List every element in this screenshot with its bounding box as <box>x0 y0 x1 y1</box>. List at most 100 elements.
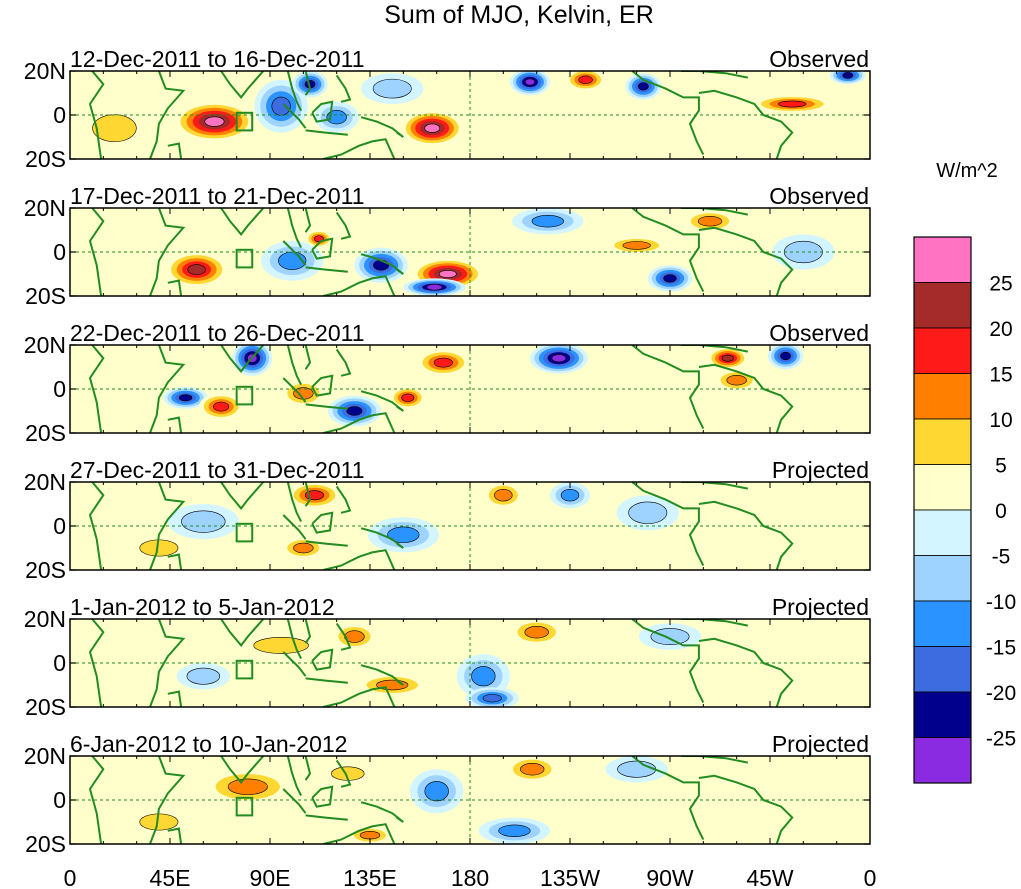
coastline <box>681 345 748 353</box>
coastline <box>220 208 265 236</box>
anomaly-contour <box>424 123 441 133</box>
coastline <box>698 500 794 570</box>
colorbar-swatch <box>913 737 972 784</box>
y-tick-label: 20S <box>25 146 66 172</box>
coastline <box>335 211 352 240</box>
anomaly-contour <box>187 264 206 275</box>
coastline <box>149 71 186 159</box>
anomaly-contour <box>551 354 567 363</box>
y-tick-label: 20N <box>24 332 66 358</box>
y-tick-label: 20N <box>24 606 66 632</box>
coastline <box>220 345 265 373</box>
coastline <box>286 208 302 249</box>
y-tick-label: 0 <box>53 650 66 676</box>
anomaly-contour <box>524 626 549 639</box>
coastline <box>304 208 312 233</box>
anomaly-contour <box>426 283 443 291</box>
coastline <box>282 377 307 403</box>
panel-field <box>70 345 870 433</box>
coastline <box>360 664 404 686</box>
coastline <box>631 482 705 567</box>
y-tick-label: 0 <box>53 513 66 539</box>
colorbar-label: -20 <box>986 682 1016 705</box>
panel-date-range: 27-Dec-2011 to 31-Dec-2011 <box>70 457 365 483</box>
reference-box <box>235 659 254 680</box>
coastline <box>305 677 348 684</box>
coastline <box>335 348 352 377</box>
coastline <box>305 814 348 821</box>
colorbar-swatch <box>913 509 972 556</box>
anomaly-contour <box>387 526 420 543</box>
coastline <box>360 390 404 412</box>
coastline <box>311 785 334 808</box>
coastline <box>305 129 348 136</box>
coastline <box>323 275 396 296</box>
panel-status: Projected <box>772 594 869 620</box>
anomaly-contour <box>697 216 723 227</box>
reference-box <box>235 385 254 406</box>
x-tick-label: 90W <box>646 865 694 889</box>
map-panel: 20N 0 20S 6-Jan-2012 to 10-Jan-2012 Projecte… <box>24 731 871 857</box>
coastline <box>631 756 705 841</box>
coastline <box>631 71 705 156</box>
coastline <box>335 759 352 788</box>
anomaly-contour <box>650 628 690 646</box>
map-panel: 20N 0 20S 22-Dec-2011 to 26-Dec-2011 Observe… <box>24 320 871 446</box>
anomaly-contour <box>213 401 230 412</box>
anomaly-contour <box>424 781 449 802</box>
coastline <box>335 74 352 103</box>
y-tick-label: 0 <box>53 376 66 402</box>
coastline <box>360 527 404 549</box>
colorbar-swatch <box>913 464 972 511</box>
colorbar-frame <box>913 236 972 784</box>
y-tick-label: 20N <box>24 743 66 769</box>
coastline <box>631 619 705 704</box>
coastline <box>698 363 794 433</box>
colorbar-label: -15 <box>986 637 1016 660</box>
anomaly-contour <box>227 778 268 795</box>
panel-field <box>70 619 870 707</box>
coastline <box>681 756 748 764</box>
coastline <box>88 482 105 570</box>
x-tick-label: 0 <box>864 865 877 889</box>
anomaly-contour <box>92 114 137 143</box>
panels: 20N 0 20S 12-Dec-2011 to 16-Dec-2011 Observe… <box>24 46 871 857</box>
coastline <box>286 345 302 386</box>
coastline <box>220 482 265 510</box>
anomaly-contour <box>186 667 221 685</box>
coastline <box>220 619 265 647</box>
coastline <box>149 619 186 707</box>
reference-box <box>235 522 254 543</box>
coastline <box>149 482 186 570</box>
coastline <box>323 138 396 159</box>
anomaly-contour <box>637 82 649 91</box>
coastline <box>360 253 404 275</box>
anomaly-contour <box>253 636 309 654</box>
chart-title: Sum of MJO, Kelvin, ER <box>384 1 654 29</box>
coastline <box>220 71 265 99</box>
coastline <box>323 823 396 844</box>
colorbar-swatch <box>913 418 972 465</box>
anomaly-contour <box>721 354 734 362</box>
x-tick-label: 135W <box>540 865 600 889</box>
y-tick-label: 20S <box>25 420 66 446</box>
coastline <box>323 686 396 707</box>
coastline <box>286 71 302 112</box>
reference-box <box>235 248 254 269</box>
anomaly-contour <box>560 489 580 502</box>
units-label: W/m^2 <box>936 160 998 182</box>
coastline <box>88 756 105 844</box>
panel-field <box>70 208 870 296</box>
colorbar-label: 10 <box>989 409 1012 432</box>
coastline <box>305 266 348 273</box>
panel-date-range: 22-Dec-2011 to 26-Dec-2011 <box>70 320 365 346</box>
coastline <box>698 774 794 844</box>
y-tick-label: 20N <box>24 469 66 495</box>
colorbar-swatch <box>913 282 972 329</box>
coastline <box>286 756 302 797</box>
y-tick-label: 20S <box>25 694 66 720</box>
map-panel: 20N 0 20S 1-Jan-2012 to 5-Jan-2012 Projected <box>24 594 871 720</box>
reference-box <box>235 111 254 132</box>
coastline <box>304 482 312 507</box>
